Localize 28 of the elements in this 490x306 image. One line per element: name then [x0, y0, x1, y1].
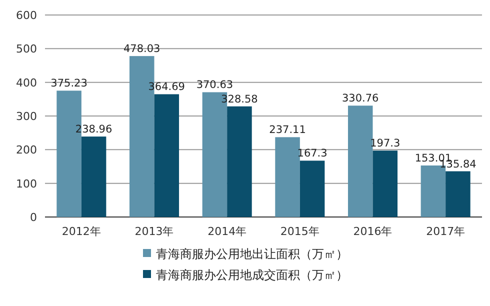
x-tick-label: 2016年: [353, 225, 392, 238]
y-tick-label: 600: [16, 9, 37, 22]
bar: [300, 160, 325, 217]
bar: [227, 106, 252, 217]
y-tick-label: 100: [16, 177, 37, 190]
x-tick-label: 2015年: [280, 225, 320, 238]
y-tick-label: 300: [16, 110, 37, 123]
legend-label: 青海商服办公用地出让面积（万㎡）: [156, 247, 348, 261]
bar: [446, 171, 470, 217]
bar: [372, 150, 398, 217]
y-tick-label: 0: [30, 211, 37, 224]
x-tick-label: 2013年: [134, 225, 174, 238]
bar: [154, 94, 180, 217]
x-tick-label: 2014年: [208, 225, 247, 238]
legend-label: 青海商服办公用地成交面积（万㎡）: [156, 268, 348, 282]
bar: [81, 136, 106, 217]
bar: [275, 137, 300, 217]
y-tick-label: 500: [16, 42, 37, 56]
y-tick-label: 400: [16, 76, 37, 90]
x-tick-label: 2012年: [62, 225, 101, 238]
data-label: 478.03: [123, 43, 160, 56]
data-label: 330.76: [342, 92, 380, 105]
bar: [348, 106, 373, 217]
x-tick-label: 2017年: [426, 225, 466, 238]
y-tick-label: 200: [16, 144, 37, 157]
data-label: 370.63: [196, 79, 234, 92]
data-label: 237.11: [269, 124, 306, 136]
data-label: 375.23: [50, 78, 88, 90]
